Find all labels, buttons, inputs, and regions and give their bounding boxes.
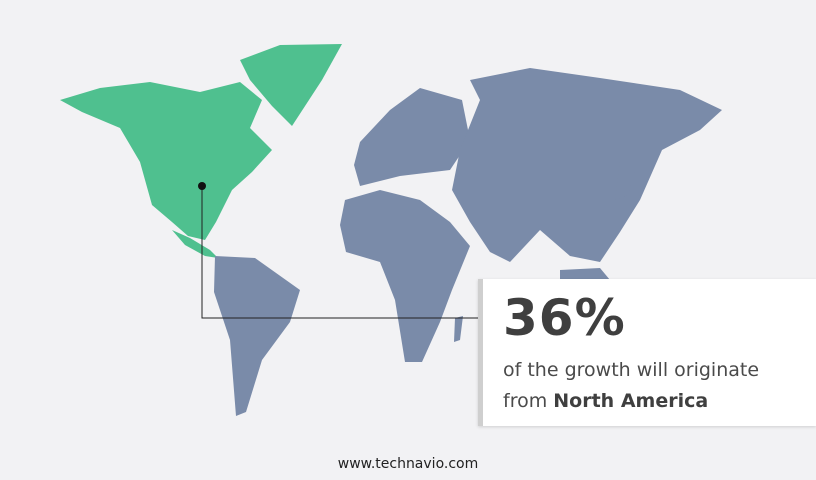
description-prefix: from <box>503 390 548 412</box>
south-america <box>214 256 300 416</box>
north-america-region <box>60 44 342 258</box>
location-marker <box>198 182 206 190</box>
japan <box>615 160 635 200</box>
stat-callout: 36% of the growth will originate from No… <box>478 279 816 426</box>
growth-description: of the growth will originate from North … <box>503 355 759 417</box>
asia <box>452 68 722 262</box>
region-name: North America <box>553 390 709 412</box>
source-url: www.technavio.com <box>337 456 479 472</box>
europe <box>354 88 470 186</box>
description-text: of the growth will originate <box>503 359 760 381</box>
greenland <box>240 44 342 126</box>
africa <box>340 190 470 362</box>
growth-percentage: 36% <box>503 289 626 347</box>
connector-line <box>201 186 483 319</box>
